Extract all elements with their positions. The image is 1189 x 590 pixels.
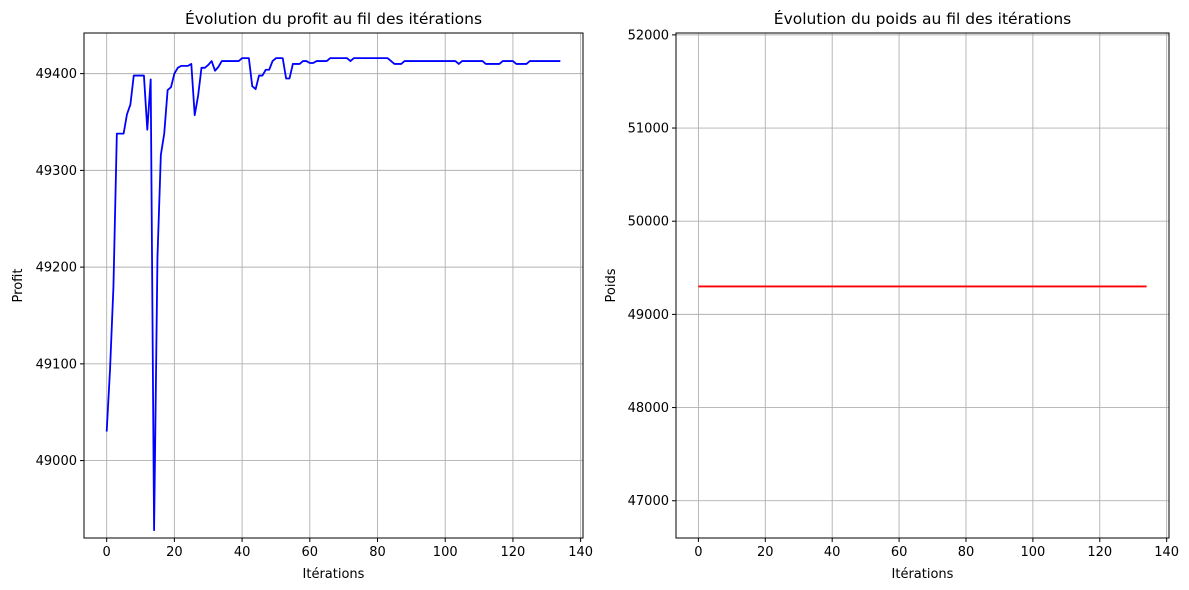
profit-x-tick-label: 60 [302, 545, 319, 560]
weight-axes-frame [675, 32, 1170, 539]
weight-y-axis-label: Poids [604, 268, 619, 302]
profit-x-tick-label: 20 [166, 545, 183, 560]
weight-x-axis-label: Itérations [892, 567, 954, 582]
weight-chart: 0 20 40 60 80 100 120 140 47000 48000 49000 50000 51… [604, 9, 1179, 582]
profit-x-tick-label: 0 [103, 545, 111, 560]
weight-y-tick-label: 48000 [628, 401, 669, 416]
profit-x-axis-label: Itérations [303, 567, 365, 582]
profit-y-tick-label: 49400 [36, 67, 77, 82]
profit-series-line [105, 57, 561, 532]
profit-y-axis-label: Profit [11, 269, 26, 303]
weight-y-tick-label: 47000 [628, 494, 669, 509]
profit-x-tick-label: 100 [433, 545, 458, 560]
profit-chart-title: Évolution du profit au fil des itération… [185, 9, 482, 28]
weight-x-tick-label: 40 [824, 545, 841, 560]
weight-chart-title: Évolution du poids au fil des itérations [774, 9, 1071, 28]
weight-y-tick-label: 50000 [628, 215, 669, 230]
weight-y-tick-label: 52000 [628, 28, 669, 43]
weight-x-tick-label: 80 [958, 545, 975, 560]
profit-y-tick-label: 49000 [36, 454, 77, 469]
weight-y-tick-label: 49000 [628, 308, 669, 323]
weight-x-tick-label: 100 [1020, 545, 1045, 560]
weight-x-tick-label: 140 [1154, 545, 1179, 560]
profit-x-tick-label: 80 [369, 545, 386, 560]
profit-x-tick-label: 140 [568, 545, 593, 560]
profit-y-tick-label: 49300 [36, 164, 77, 179]
profit-x-tick-label: 120 [501, 545, 526, 560]
profit-axes-frame [83, 32, 584, 539]
weight-y-tick-label: 51000 [628, 122, 669, 137]
profit-y-tick-label: 49200 [36, 261, 77, 276]
weight-x-tick-label: 0 [694, 545, 702, 560]
weight-x-tick-label: 60 [891, 545, 908, 560]
weight-x-tick-label: 20 [757, 545, 774, 560]
profit-chart: 0 20 40 60 80 100 120 140 49000 49100 49200 49300 49… [11, 9, 593, 582]
profit-x-tick-label: 40 [234, 545, 251, 560]
weight-x-tick-label: 120 [1087, 545, 1112, 560]
profit-y-tick-label: 49100 [36, 357, 77, 372]
